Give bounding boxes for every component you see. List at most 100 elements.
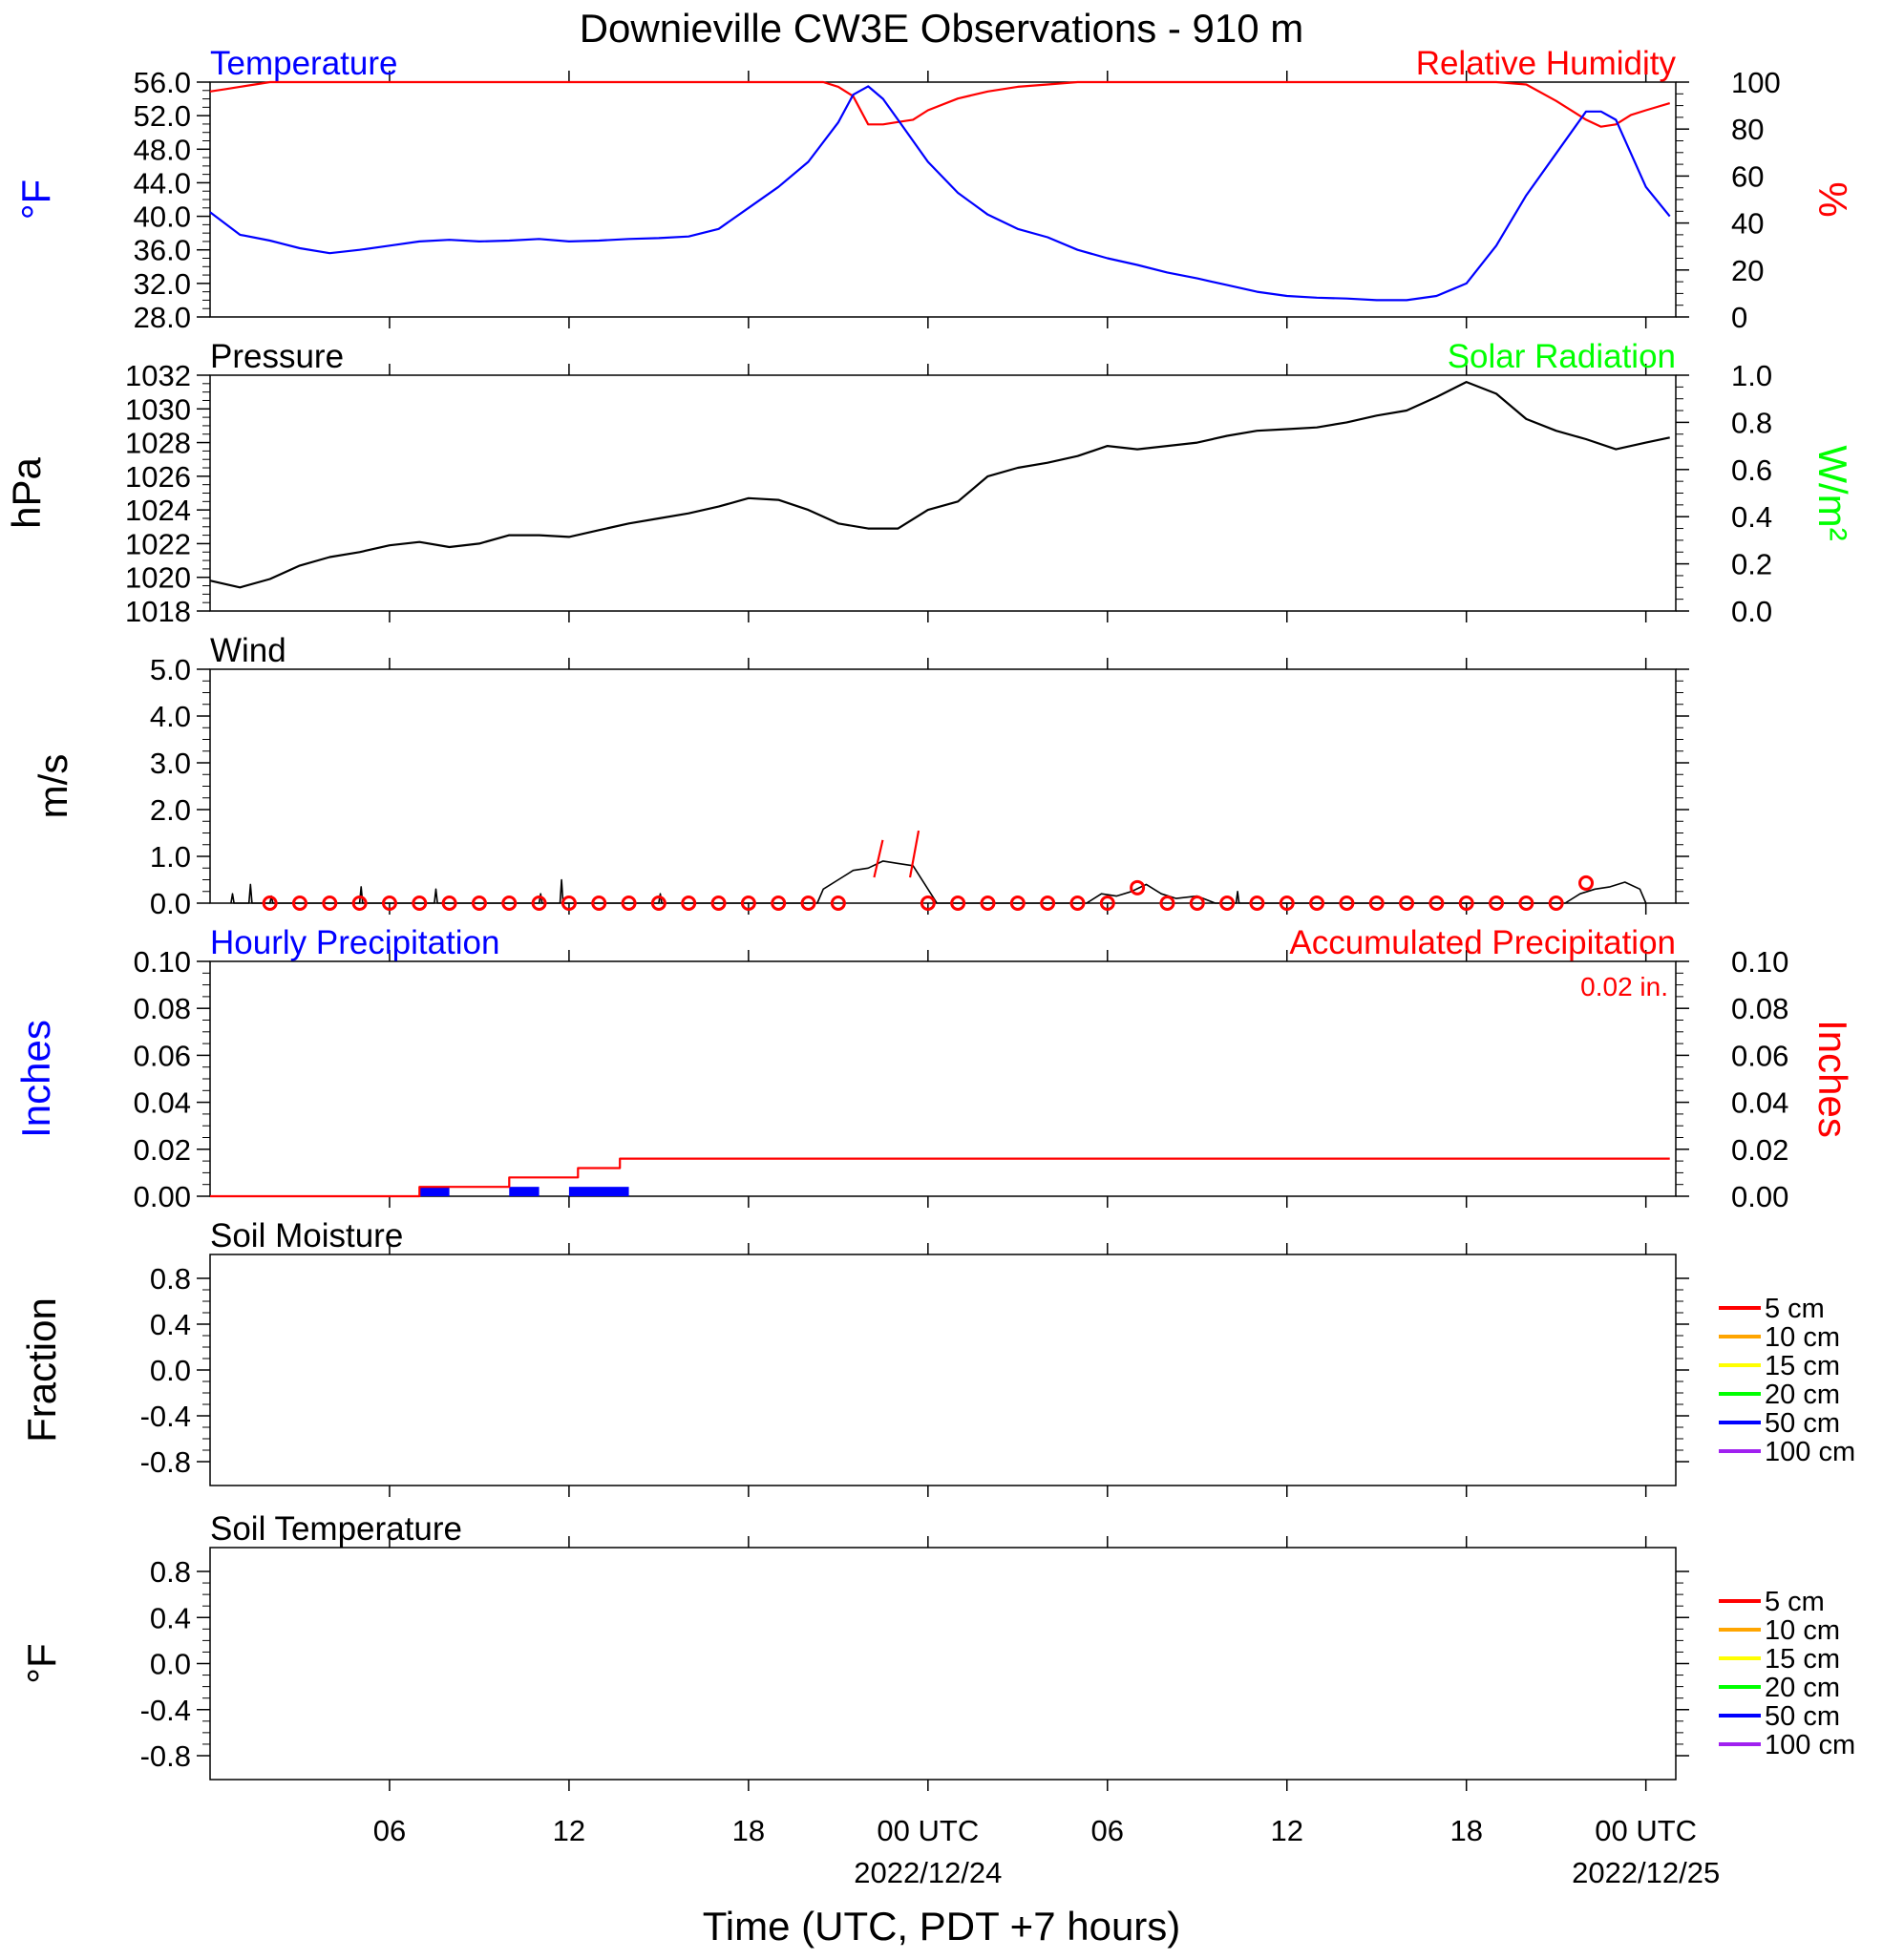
x-tick-label: 00 UTC <box>1595 1814 1697 1847</box>
soilt-y-tick-label: -0.4 <box>140 1694 191 1727</box>
precip-right-title: Accumulated Precipitation <box>1289 924 1676 961</box>
wind-hourly-marker <box>621 896 637 911</box>
wind-hourly-marker <box>322 896 338 911</box>
soilm-legend-label: 5 cm <box>1765 1294 1825 1324</box>
wind-hourly-marker <box>650 896 666 911</box>
precip-y2-tick-label: 0.06 <box>1731 1039 1788 1072</box>
temp-y-tick-label: 32.0 <box>134 267 191 301</box>
wind-hourly-marker <box>1309 896 1325 911</box>
soilt-left-unit: °F <box>19 1643 64 1683</box>
precip-y-tick-label: 0.08 <box>134 992 191 1025</box>
pres-y-tick-label: 1018 <box>125 595 191 628</box>
hourly-precip-bar <box>568 1187 629 1196</box>
rh-series-line <box>209 80 1671 128</box>
pres-left-title: Pressure <box>210 338 344 375</box>
wind-hourly-marker <box>1428 896 1445 911</box>
temp-y-tick-label: 36.0 <box>134 234 191 267</box>
pres-plot-frame <box>209 374 1677 612</box>
pres-y2-tick-label: 0.2 <box>1731 548 1772 581</box>
precip-right-unit: Inches <box>1810 1020 1855 1138</box>
soilt-legend-label: 50 cm <box>1765 1701 1840 1732</box>
pres-y2-tick-label: 0.8 <box>1731 406 1772 439</box>
temp-y-tick-label: 44.0 <box>134 166 191 200</box>
wind-hourly-marker <box>1099 896 1115 911</box>
precip-total-label: 0.02 in. <box>1580 972 1668 1001</box>
soilt-y-tick-label: 0.8 <box>150 1555 191 1589</box>
wind-hourly-marker <box>920 896 936 911</box>
wind-hourly-marker <box>1040 896 1056 911</box>
accumulated-precip-line <box>210 1157 1670 1198</box>
wind-direction-staff <box>873 839 884 878</box>
wind-hourly-marker <box>710 896 727 911</box>
wind-hourly-marker <box>531 896 547 911</box>
temp-y2-tick-label: 100 <box>1731 66 1781 99</box>
soilm-legend-label: 100 cm <box>1765 1437 1855 1467</box>
soilt-y-tick-label: -0.8 <box>140 1739 191 1773</box>
temp-y-tick-label: 48.0 <box>134 133 191 166</box>
temp-y2-tick-label: 0 <box>1731 301 1747 334</box>
wind-hourly-marker <box>1339 896 1355 911</box>
precip-y-tick-label: 0.10 <box>134 945 191 979</box>
wind-hourly-marker <box>681 896 697 911</box>
wind-hourly-marker <box>1489 896 1505 911</box>
temp-y2-tick-label: 40 <box>1731 207 1764 241</box>
wind-speed-line <box>230 860 1647 904</box>
wind-hourly-marker <box>1548 896 1564 911</box>
x-tick-date-label: 2022/12/24 <box>854 1856 1002 1889</box>
soilt-legend-label: 15 cm <box>1765 1644 1840 1675</box>
wind-direction-staff <box>908 830 920 878</box>
temp-y-tick-label: 28.0 <box>134 301 191 334</box>
soilt-plot-frame <box>209 1547 1677 1781</box>
wind-hourly-marker <box>561 896 577 911</box>
wind-y-tick-label: 0.0 <box>150 887 191 920</box>
temp-y-tick-label: 52.0 <box>134 99 191 133</box>
soilm-y-tick-label: -0.4 <box>140 1400 191 1433</box>
pres-y-tick-label: 1028 <box>125 427 191 460</box>
x-tick-label: 18 <box>732 1814 765 1847</box>
pres-y2-tick-label: 0.0 <box>1731 595 1772 628</box>
pres-y2-tick-label: 1.0 <box>1731 359 1772 392</box>
soilm-legend-label: 10 cm <box>1765 1322 1840 1353</box>
precip-left-unit: Inches <box>13 1020 58 1138</box>
wind-hourly-marker <box>351 896 368 911</box>
wind-hourly-marker <box>830 896 846 911</box>
wind-hourly-marker <box>262 896 278 911</box>
wind-left-unit: m/s <box>31 754 75 819</box>
precip-y2-tick-label: 0.08 <box>1731 992 1788 1025</box>
soilt-y-tick-label: 0.0 <box>150 1648 191 1681</box>
temp-left-unit: °F <box>13 179 58 220</box>
wind-hourly-marker <box>1069 896 1086 911</box>
wind-hourly-marker <box>771 896 787 911</box>
pres-y2-tick-label: 0.4 <box>1731 500 1772 534</box>
wind-hourly-marker <box>471 896 487 911</box>
soilm-y-tick-label: 0.0 <box>150 1354 191 1387</box>
wind-hourly-marker <box>381 896 397 911</box>
x-tick-label: 18 <box>1449 1814 1482 1847</box>
wind-y-tick-label: 2.0 <box>150 793 191 827</box>
temp-right-title: Relative Humidity <box>1416 45 1677 82</box>
soilt-legend-label: 100 cm <box>1765 1730 1855 1760</box>
temp-left-title: Temperature <box>210 45 397 82</box>
soilt-legend-label: 20 cm <box>1765 1673 1840 1703</box>
precip-y-tick-label: 0.02 <box>134 1133 191 1167</box>
precip-y2-tick-label: 0.10 <box>1731 945 1788 979</box>
wind-y-tick-label: 1.0 <box>150 840 191 874</box>
soilm-y-tick-label: -0.8 <box>140 1445 191 1479</box>
precip-y-tick-label: 0.04 <box>134 1086 191 1120</box>
pres-left-unit: hPa <box>4 456 49 528</box>
x-tick-label: 12 <box>1271 1814 1303 1847</box>
pres-right-title: Solar Radiation <box>1448 338 1676 375</box>
temp-right-unit: % <box>1810 181 1855 217</box>
soilm-plot-frame <box>209 1254 1677 1486</box>
wind-hourly-marker <box>1279 896 1295 911</box>
wind-hourly-marker <box>1518 896 1534 911</box>
wind-left-title: Wind <box>210 632 286 669</box>
soilm-left-title: Soil Moisture <box>210 1217 403 1254</box>
pres-y-tick-label: 1026 <box>125 460 191 494</box>
x-tick-label: 12 <box>553 1814 585 1847</box>
x-tick-label: 00 UTC <box>877 1814 979 1847</box>
wind-hourly-marker <box>1249 896 1265 911</box>
pres-right-unit: W/m² <box>1810 445 1855 540</box>
soilm-legend-label: 15 cm <box>1765 1351 1840 1381</box>
